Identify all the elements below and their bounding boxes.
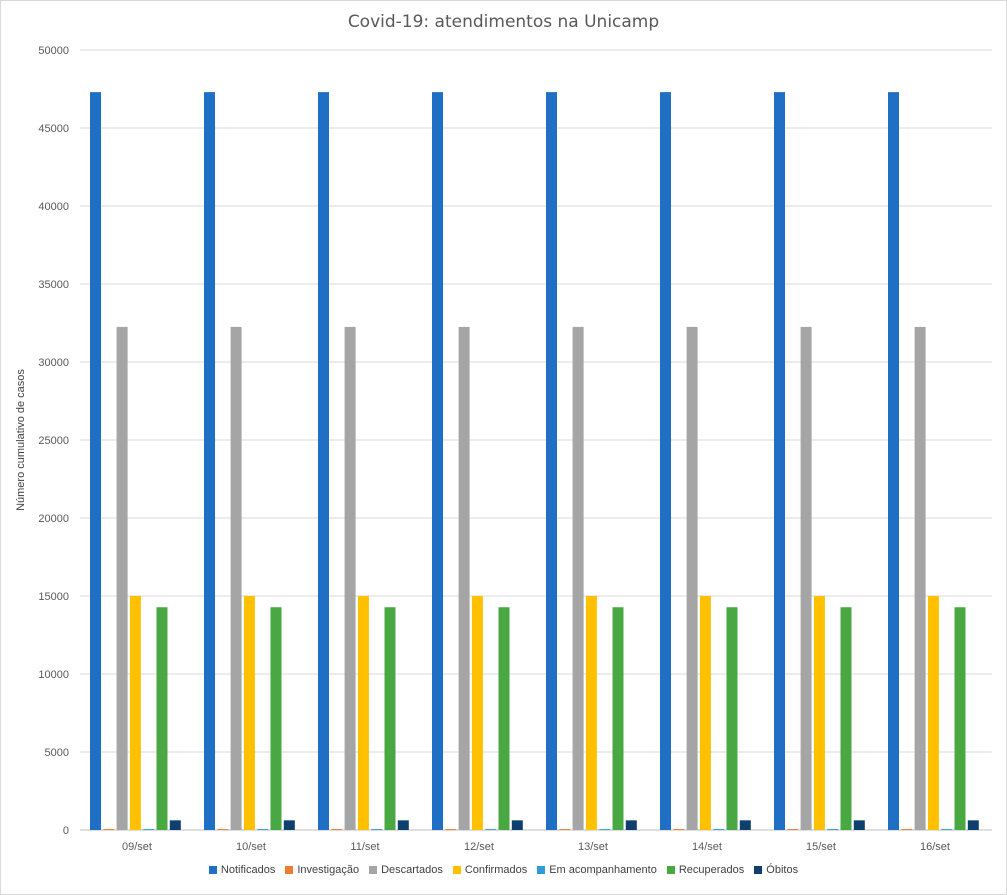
bar-em-acompanhamento bbox=[257, 829, 269, 830]
bar-investiga-o bbox=[787, 829, 799, 830]
bar-confirmados bbox=[471, 596, 483, 830]
bar-investiga-o bbox=[217, 829, 229, 830]
bar-em-acompanhamento bbox=[713, 829, 725, 830]
bar-investiga-o bbox=[103, 829, 115, 830]
bar-recuperados bbox=[840, 607, 852, 830]
bar-em-acompanhamento bbox=[941, 829, 953, 830]
x-tick-label: 10/set bbox=[236, 841, 266, 853]
bar-investiga-o bbox=[445, 829, 457, 830]
legend-label: Recuperados bbox=[678, 864, 745, 876]
legend: Notificados Investigação Descartados Confir… bbox=[0, 864, 1007, 876]
bar-descartados bbox=[572, 326, 584, 830]
legend-item: Em acompanhamento bbox=[537, 864, 657, 876]
x-tick-label: 16/set bbox=[920, 841, 950, 853]
bar--bitos bbox=[739, 820, 751, 830]
bar--bitos bbox=[853, 820, 865, 830]
legend-item: Notificados bbox=[208, 864, 276, 876]
chart-title: Covid-19: atendimentos na Unicamp bbox=[347, 12, 660, 32]
legend-swatch bbox=[369, 866, 378, 874]
bar-notificados bbox=[90, 92, 101, 831]
legend-label: Notificados bbox=[220, 864, 276, 876]
legend-label: Descartados bbox=[381, 864, 443, 876]
bar-em-acompanhamento bbox=[371, 829, 383, 830]
legend-label: Confirmados bbox=[464, 864, 528, 876]
bar-confirmados bbox=[357, 596, 369, 830]
bar-descartados bbox=[230, 326, 242, 830]
bar-notificados bbox=[432, 92, 443, 831]
x-tick-label: 12/set bbox=[464, 841, 494, 853]
legend-swatch bbox=[285, 866, 294, 874]
bar-investiga-o bbox=[331, 829, 343, 830]
bar-descartados bbox=[458, 326, 470, 830]
y-tick-label: 20000 bbox=[38, 513, 69, 525]
bar-confirmados bbox=[243, 596, 255, 830]
bar-recuperados bbox=[384, 607, 396, 830]
bar-notificados bbox=[318, 92, 329, 831]
y-tick-label: 0 bbox=[63, 825, 69, 837]
legend-label: Óbitos bbox=[766, 864, 799, 876]
x-tick-label: 09/set bbox=[122, 841, 152, 853]
bar-recuperados bbox=[156, 607, 168, 830]
bar-em-acompanhamento bbox=[143, 829, 155, 830]
legend-item: Investigação bbox=[285, 864, 359, 876]
bar--bitos bbox=[397, 820, 409, 830]
bar-em-acompanhamento bbox=[599, 829, 611, 830]
legend-swatch bbox=[754, 866, 763, 874]
y-tick-label: 15000 bbox=[38, 591, 69, 603]
y-tick-label: 30000 bbox=[38, 357, 69, 369]
legend-label: Investigação bbox=[297, 864, 360, 876]
bar-descartados bbox=[914, 326, 926, 830]
bar-notificados bbox=[660, 92, 671, 831]
x-tick-label: 11/set bbox=[350, 841, 379, 853]
bar--bitos bbox=[511, 820, 523, 830]
bar-investiga-o bbox=[673, 829, 685, 830]
bar-confirmados bbox=[129, 596, 141, 830]
legend-label: Em acompanhamento bbox=[549, 864, 657, 876]
legend-swatch bbox=[666, 866, 675, 874]
bar-notificados bbox=[888, 92, 899, 831]
bar--bitos bbox=[169, 820, 181, 830]
legend-item: Recuperados bbox=[666, 864, 745, 876]
x-tick-label: 14/set bbox=[692, 841, 722, 853]
bar-confirmados bbox=[927, 596, 939, 830]
bar-confirmados bbox=[585, 596, 597, 830]
bar-descartados bbox=[800, 326, 812, 830]
x-tick-label: 15/set bbox=[806, 841, 836, 853]
bar-confirmados bbox=[699, 596, 711, 830]
bar--bitos bbox=[967, 820, 979, 830]
bar-notificados bbox=[204, 92, 215, 831]
bar-recuperados bbox=[612, 607, 624, 830]
y-tick-label: 10000 bbox=[38, 669, 69, 681]
bar-descartados bbox=[116, 326, 128, 830]
bar-confirmados bbox=[813, 596, 825, 830]
y-tick-label: 35000 bbox=[38, 279, 69, 291]
bar-descartados bbox=[344, 326, 356, 830]
bar-recuperados bbox=[270, 607, 282, 830]
bar-notificados bbox=[774, 92, 785, 831]
bar-notificados bbox=[546, 92, 557, 831]
bar-em-acompanhamento bbox=[485, 829, 497, 830]
bar-em-acompanhamento bbox=[827, 829, 839, 830]
y-tick-label: 5000 bbox=[45, 747, 69, 759]
y-tick-label: 40000 bbox=[38, 201, 69, 213]
y-tick-label: 25000 bbox=[38, 435, 69, 447]
legend-item: Óbitos bbox=[754, 864, 798, 876]
bar-investiga-o bbox=[901, 829, 913, 830]
bar-recuperados bbox=[954, 607, 966, 830]
legend-item: Confirmados bbox=[452, 864, 528, 876]
bar-recuperados bbox=[726, 607, 738, 830]
y-tick-label: 50000 bbox=[38, 45, 69, 57]
bar--bitos bbox=[625, 820, 637, 830]
bar--bitos bbox=[283, 820, 295, 830]
y-tick-label: 45000 bbox=[38, 123, 69, 135]
bar-investiga-o bbox=[559, 829, 571, 830]
legend-swatch bbox=[537, 866, 546, 874]
legend-swatch bbox=[452, 866, 461, 874]
bar-descartados bbox=[686, 326, 698, 830]
bar-recuperados bbox=[498, 607, 510, 830]
legend-item: Descartados bbox=[369, 864, 443, 876]
legend-swatch bbox=[208, 866, 217, 874]
x-tick-label: 13/set bbox=[578, 841, 608, 853]
